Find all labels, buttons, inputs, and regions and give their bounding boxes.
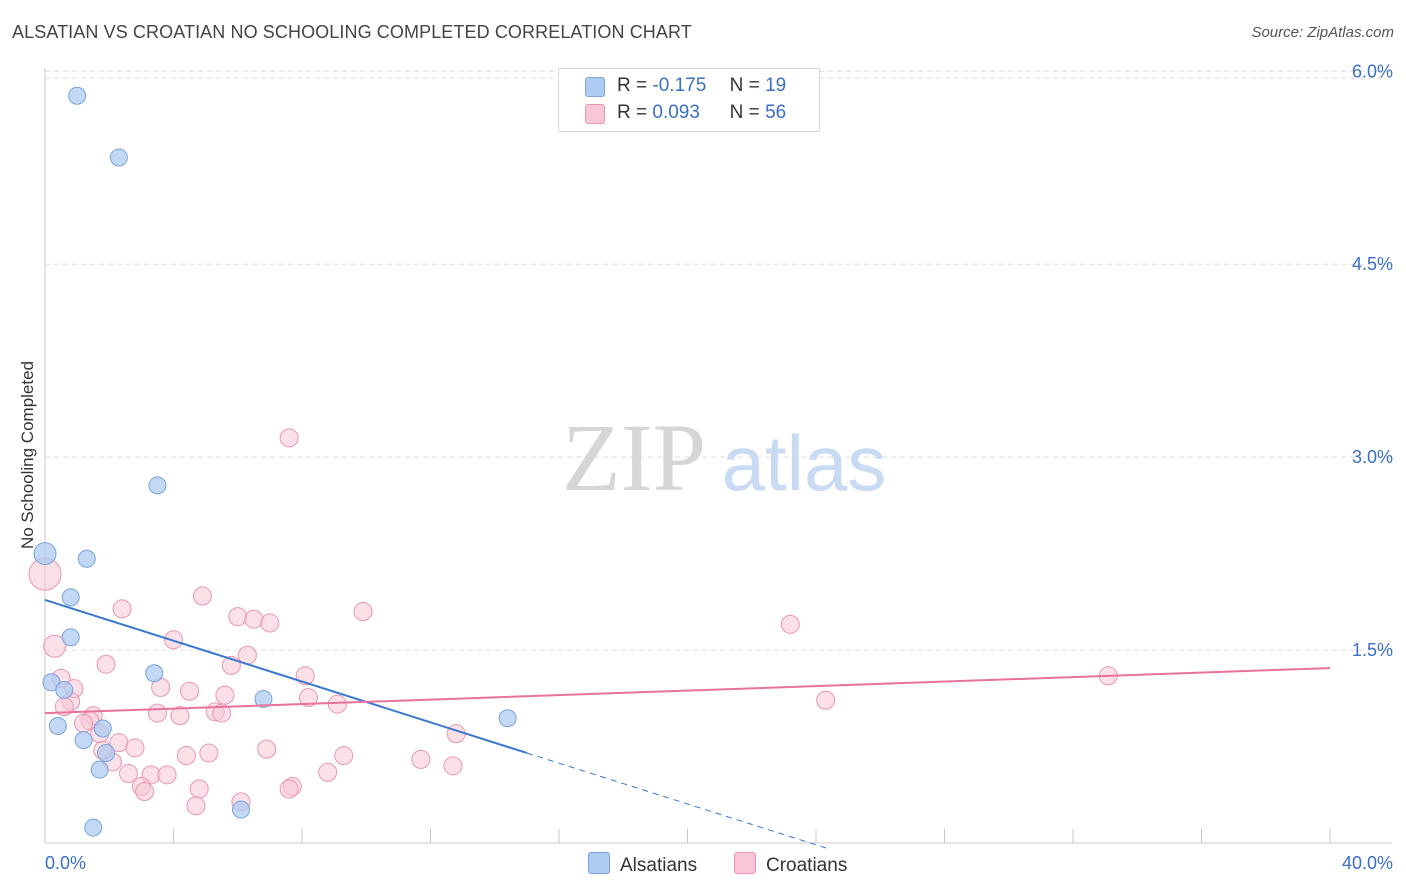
n-label: N = [729, 75, 760, 96]
source-label: Source: ZipAtlas.com [1251, 24, 1394, 41]
croatian-point [189, 779, 209, 799]
chart-title: ALSATIAN VS CROATIAN NO SCHOOLING COMPLE… [12, 22, 692, 42]
croatian-legend-swatch [734, 852, 756, 874]
croatian-legend-label: Croatians [766, 855, 848, 876]
croatian-point [228, 607, 248, 627]
y-tick-label: 3.0% [1352, 447, 1393, 467]
alsatian-point [148, 476, 167, 495]
croatian-point [257, 739, 277, 759]
croatian-point [176, 746, 196, 766]
alsatian-point [498, 709, 517, 728]
croatian-point [43, 634, 67, 658]
alsatian-swatch [585, 77, 605, 97]
croatian-point [298, 688, 318, 708]
alsatian-point [84, 818, 103, 837]
croatian-point [147, 703, 167, 723]
croatian-point [186, 796, 206, 816]
croatian-point [443, 756, 463, 776]
croatian-point [279, 779, 299, 799]
croatian-point [125, 738, 145, 758]
bottom-legend-croatians[interactable]: Croatians [734, 852, 847, 877]
correlation-legend: R = -0.175 N = 19 R = 0.093 N = 56 [558, 68, 820, 132]
r-value-alsatians: -0.175 [652, 75, 707, 96]
watermark: ZIP atlas [562, 404, 886, 511]
y-tick-label: 1.5% [1352, 640, 1393, 660]
alsatian-point [33, 542, 57, 566]
croatian-point [192, 586, 212, 606]
croatian-point [411, 749, 431, 769]
croatian-point [260, 613, 280, 633]
alsatian-point [93, 719, 112, 738]
y-tick-label: 4.5% [1352, 254, 1393, 274]
croatian-point [112, 599, 132, 619]
croatian-point [816, 690, 836, 710]
croatian-point [353, 601, 373, 621]
croatian-point [212, 703, 232, 723]
croatian-point [244, 609, 264, 629]
croatian-point [96, 654, 116, 674]
n-value-croatians: 56 [765, 102, 787, 123]
croatian-swatch [585, 104, 605, 124]
alsatian-trendline [44, 598, 528, 754]
n-value-alsatians: 19 [765, 75, 787, 96]
croatian-point [119, 764, 139, 784]
alsatian-legend-swatch [588, 852, 610, 874]
croatian-point [334, 746, 354, 766]
r-label: R = [617, 102, 648, 123]
axes [44, 68, 1392, 844]
y-tick-label: 6.0% [1352, 61, 1393, 81]
croatian-point [446, 724, 466, 744]
alsatian-point [55, 680, 74, 699]
alsatian-point [68, 86, 87, 105]
croatian-point [780, 614, 800, 634]
alsatian-point [77, 549, 96, 568]
croatian-point [74, 713, 94, 733]
alsatian-point [97, 743, 116, 762]
croatian-point [199, 743, 219, 763]
croatian-point [318, 762, 338, 782]
n-label: N = [729, 102, 760, 123]
croatian-point [327, 694, 347, 714]
croatian-point [157, 765, 177, 785]
alsatian-point [74, 731, 93, 750]
croatian-point [180, 681, 200, 701]
r-label: R = [617, 75, 648, 96]
alsatian-legend-label: Alsatians [620, 855, 698, 876]
alsatian-point [61, 588, 80, 607]
alsatian-point [48, 716, 67, 735]
watermark-zip: ZIP [562, 404, 706, 511]
alsatian-point [254, 689, 273, 708]
r-value-croatians: 0.093 [652, 102, 700, 123]
croatian-trendline [44, 667, 1331, 715]
alsatian-point [109, 148, 128, 167]
alsatian-point [61, 628, 80, 647]
alsatian-point [90, 760, 109, 779]
watermark-atlas: atlas [722, 419, 887, 507]
croatian-point [135, 782, 155, 802]
x-tick-label-min: 0.0% [45, 853, 86, 873]
croatian-point [279, 428, 299, 448]
alsatian-point [145, 664, 164, 683]
alsatian-trendline-extension [526, 752, 830, 850]
croatian-point [170, 706, 190, 726]
x-tick-label-max: 40.0% [1342, 853, 1393, 873]
alsatian-point [231, 800, 250, 819]
gridlines [45, 70, 1392, 651]
croatian-point [215, 685, 235, 705]
legend-text-croatians: R = 0.093 N = 56 [617, 102, 786, 124]
bottom-legend-alsatians[interactable]: Alsatians [588, 852, 697, 877]
legend-text-alsatians: R = -0.175 N = 19 [617, 75, 786, 97]
